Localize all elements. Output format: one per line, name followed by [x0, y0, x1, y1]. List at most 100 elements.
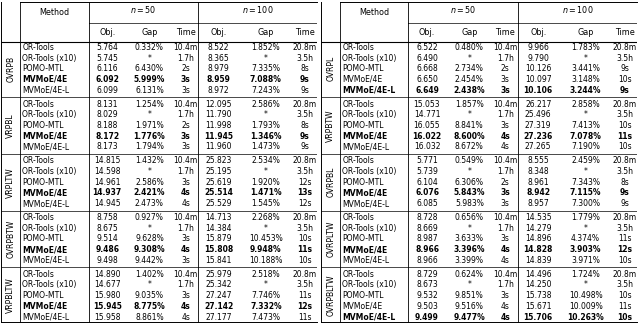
Text: 0.656%: 0.656%: [455, 213, 484, 222]
Text: 3.5h: 3.5h: [616, 280, 634, 289]
Text: *: *: [467, 110, 471, 119]
Text: 3.5h: 3.5h: [616, 110, 634, 119]
Text: 6.490: 6.490: [416, 54, 438, 63]
Text: Obj.: Obj.: [211, 28, 227, 37]
Text: 1.783%: 1.783%: [572, 43, 600, 52]
Text: 20.8m: 20.8m: [293, 270, 317, 279]
Text: MVMoE/4E-L: MVMoE/4E-L: [22, 313, 70, 321]
Text: 14.535: 14.535: [525, 213, 552, 222]
Text: 16.055: 16.055: [413, 121, 440, 130]
Text: 6.131%: 6.131%: [135, 86, 164, 95]
Text: 0.332%: 0.332%: [135, 43, 164, 52]
Text: 11.960: 11.960: [205, 142, 232, 151]
Text: 20.8m: 20.8m: [613, 156, 637, 165]
Text: OVRPBL: OVRPBL: [326, 167, 335, 197]
Text: 7.413%: 7.413%: [571, 121, 600, 130]
Text: MVMoE/4E: MVMoE/4E: [342, 302, 382, 311]
Text: 2.586%: 2.586%: [135, 178, 164, 187]
Text: 8s: 8s: [301, 121, 309, 130]
Text: 20.8m: 20.8m: [293, 156, 317, 165]
Text: 11s: 11s: [298, 245, 312, 254]
Text: OR-Tools (x10): OR-Tools (x10): [342, 110, 397, 119]
Text: 10.4m: 10.4m: [493, 156, 517, 165]
Text: 8.966: 8.966: [415, 245, 439, 254]
Text: 3.396%: 3.396%: [454, 245, 485, 254]
Text: 3s: 3s: [501, 234, 509, 244]
Text: MVMoE/4E-L: MVMoE/4E-L: [22, 142, 70, 151]
Text: OVRPLTW: OVRPLTW: [326, 221, 335, 257]
Text: OR-Tools: OR-Tools: [342, 270, 374, 279]
Text: 4s: 4s: [500, 313, 510, 321]
Text: 11.998: 11.998: [205, 121, 232, 130]
Text: Gap: Gap: [258, 28, 274, 37]
Text: 10.4m: 10.4m: [493, 43, 517, 52]
Text: 20.8m: 20.8m: [613, 270, 637, 279]
Text: MVMoE/4E: MVMoE/4E: [342, 132, 387, 141]
Text: 20.8m: 20.8m: [613, 213, 637, 222]
Text: 9.851%: 9.851%: [455, 291, 484, 300]
Text: VRPBLTW: VRPBLTW: [6, 278, 15, 314]
Text: 10.106: 10.106: [524, 86, 553, 95]
Text: 14.896: 14.896: [525, 234, 552, 244]
Text: MVMoE/4E-L: MVMoE/4E-L: [342, 142, 389, 151]
Text: *: *: [584, 280, 588, 289]
Text: Time: Time: [176, 28, 195, 37]
Text: POMO-MTL: POMO-MTL: [22, 178, 64, 187]
Text: 10.126: 10.126: [525, 64, 552, 73]
Text: 8.029: 8.029: [97, 110, 118, 119]
Text: *: *: [584, 167, 588, 176]
Text: 6.076: 6.076: [415, 188, 439, 197]
Text: 14.771: 14.771: [413, 110, 440, 119]
Text: 15.738: 15.738: [525, 291, 552, 300]
Text: 7.332%: 7.332%: [250, 302, 282, 311]
Text: POMO-MTL: POMO-MTL: [342, 121, 384, 130]
Text: 5.745: 5.745: [96, 54, 118, 63]
Text: 3s: 3s: [500, 188, 510, 197]
Text: 16.022: 16.022: [412, 132, 442, 141]
Text: 1.7h: 1.7h: [177, 167, 194, 176]
Text: 12s: 12s: [298, 199, 312, 208]
Text: 2s: 2s: [501, 64, 509, 73]
Text: MVMoE/4E: MVMoE/4E: [342, 245, 387, 254]
Text: 7.300%: 7.300%: [571, 199, 600, 208]
Text: 1.402%: 1.402%: [135, 270, 164, 279]
Text: $n=100$: $n=100$: [562, 4, 593, 15]
Text: 8.365: 8.365: [208, 54, 230, 63]
Text: 5.739: 5.739: [416, 167, 438, 176]
Text: 9s: 9s: [301, 86, 309, 95]
Text: 4s: 4s: [501, 302, 509, 311]
Text: POMO-MTL: POMO-MTL: [342, 64, 384, 73]
Text: 4s: 4s: [181, 199, 190, 208]
Text: 1.346%: 1.346%: [250, 132, 282, 141]
Text: 2.421%: 2.421%: [134, 188, 165, 197]
Text: 14.677: 14.677: [94, 280, 120, 289]
Text: *: *: [264, 110, 268, 119]
Text: 2.518%: 2.518%: [252, 270, 280, 279]
Text: 14.279: 14.279: [525, 224, 552, 233]
Text: 8.972: 8.972: [208, 86, 230, 95]
Text: VRPLTW: VRPLTW: [6, 167, 15, 197]
Text: 8.600%: 8.600%: [454, 132, 485, 141]
Text: 2.268%: 2.268%: [252, 213, 280, 222]
Text: Gap: Gap: [461, 28, 477, 37]
Text: 1.7h: 1.7h: [497, 224, 514, 233]
Text: 15.980: 15.980: [94, 291, 120, 300]
Text: 12.095: 12.095: [205, 99, 232, 109]
Text: *: *: [584, 224, 588, 233]
Text: 25.496: 25.496: [525, 110, 552, 119]
Text: 1.7h: 1.7h: [497, 110, 514, 119]
Text: OR-Tools: OR-Tools: [22, 270, 54, 279]
Text: MVMoE/4E: MVMoE/4E: [22, 75, 68, 84]
Text: 6.104: 6.104: [416, 178, 438, 187]
Text: 2s: 2s: [181, 121, 190, 130]
Text: 1.779%: 1.779%: [571, 213, 600, 222]
Text: 10.4m: 10.4m: [173, 99, 198, 109]
Text: 8.959: 8.959: [207, 75, 230, 84]
Text: 20.8m: 20.8m: [293, 213, 317, 222]
Text: 3s: 3s: [500, 86, 510, 95]
Text: 8.729: 8.729: [416, 270, 438, 279]
Text: 0.927%: 0.927%: [135, 213, 164, 222]
Text: $n=100$: $n=100$: [242, 4, 273, 15]
Text: POMO-MTL: POMO-MTL: [342, 178, 384, 187]
Text: MVMoE/4E: MVMoE/4E: [22, 245, 68, 254]
